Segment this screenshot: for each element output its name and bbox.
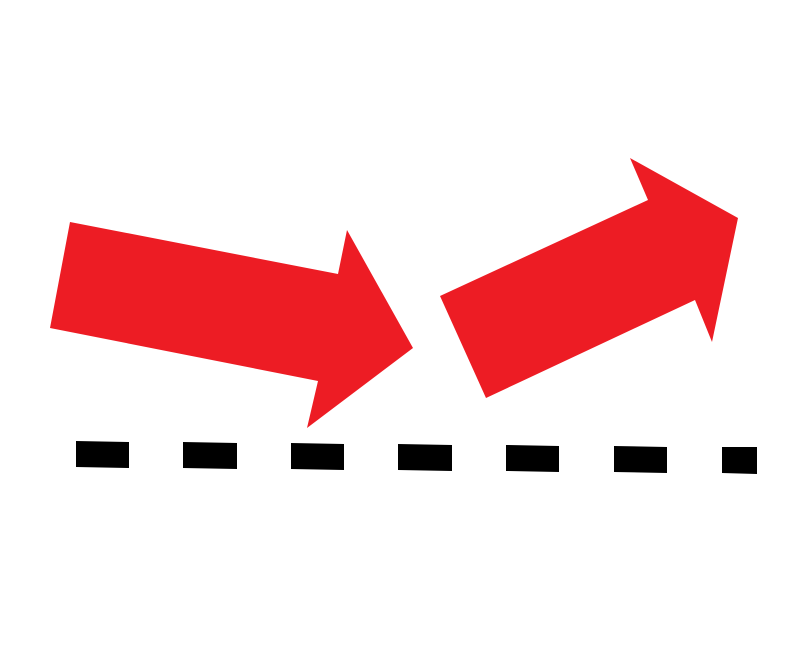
dash (76, 441, 129, 468)
dashed-line (76, 441, 757, 474)
arrow-left (50, 222, 413, 428)
dash (614, 446, 667, 473)
dash (291, 443, 344, 470)
dash (722, 447, 757, 474)
dash (183, 442, 237, 469)
arrow-right (440, 158, 738, 398)
dash (398, 444, 452, 471)
dash (506, 445, 559, 472)
